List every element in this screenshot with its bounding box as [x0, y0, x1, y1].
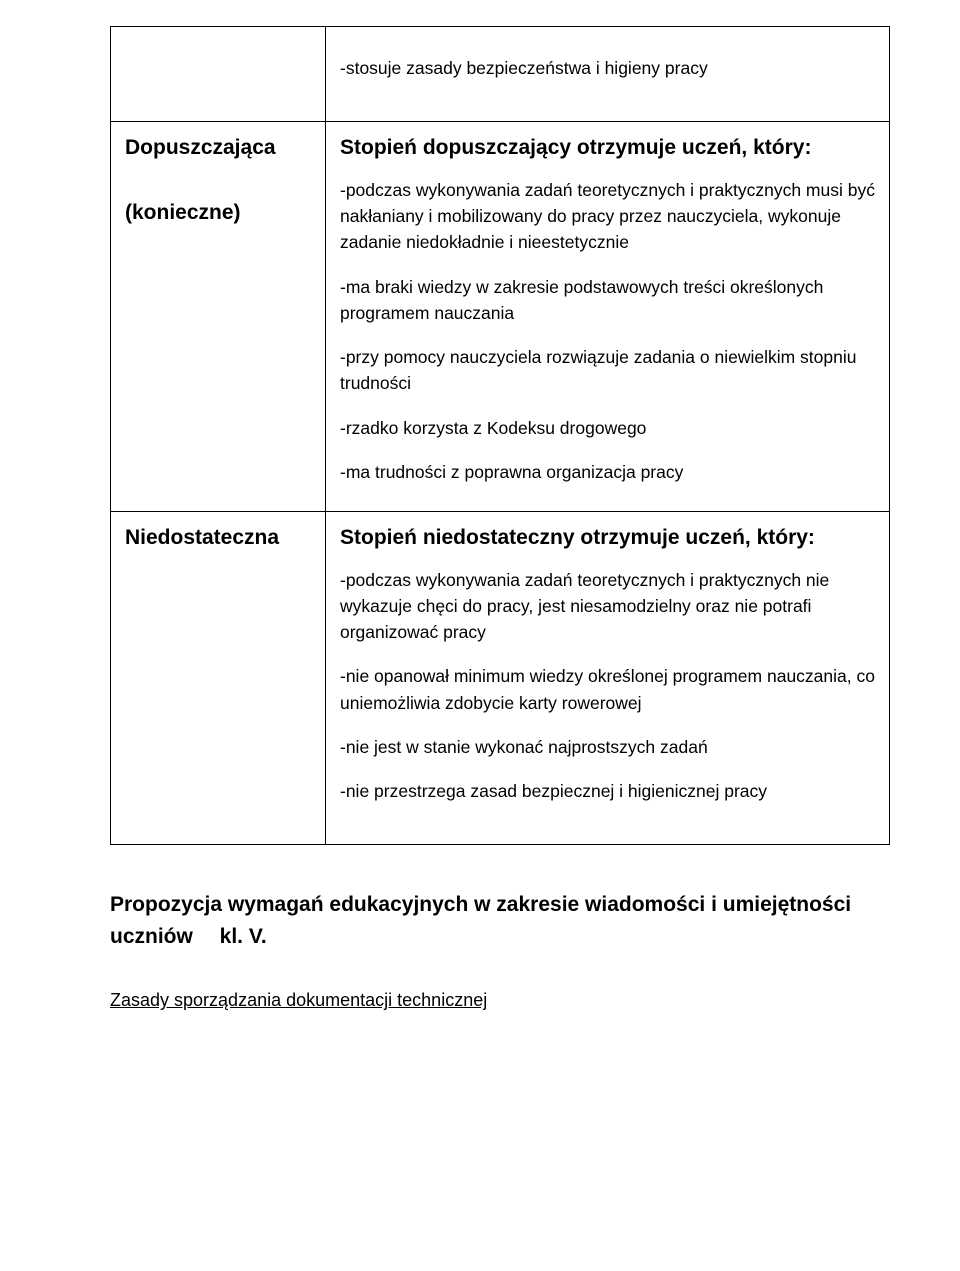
bullet-list: -podczas wykonywania zadań teoretycznych…	[340, 567, 875, 805]
grades-table: -stosuje zasady bezpieczeństwa i higieny…	[110, 26, 890, 845]
bullet-text: -nie przestrzega zasad bezpiecznej i hig…	[340, 778, 875, 804]
row-label-line: (konieczne)	[125, 201, 241, 224]
row-label-cell: Dopuszczająca (konieczne)	[111, 122, 326, 512]
subsection-heading: Zasady sporządzania dokumentacji technic…	[110, 990, 890, 1011]
bullet-text: -podczas wykonywania zadań teoretycznych…	[340, 177, 875, 256]
row-label-line: Niedostateczna	[125, 526, 279, 549]
row-content-cell: Stopień dopuszczający otrzymuje uczeń, k…	[326, 122, 890, 512]
bullet-text: -ma braki wiedzy w zakresie podstawowych…	[340, 274, 875, 327]
top-right-cell: -stosuje zasady bezpieczeństwa i higieny…	[326, 27, 890, 122]
grade-heading: Stopień niedostateczny otrzymuje uczeń, …	[340, 522, 875, 555]
grade-heading: Stopień dopuszczający otrzymuje uczeń, k…	[340, 132, 875, 165]
bullet-text: -stosuje zasady bezpieczeństwa i higieny…	[340, 55, 875, 81]
bullet-text: -rzadko korzysta z Kodeksu drogowego	[340, 415, 875, 441]
section-heading: Propozycja wymagań edukacyjnych w zakres…	[110, 889, 890, 952]
bullet-text: -podczas wykonywania zadań teoretycznych…	[340, 567, 875, 646]
row-content-cell: Stopień niedostateczny otrzymuje uczeń, …	[326, 512, 890, 845]
bullet-text: -przy pomocy nauczyciela rozwiązuje zada…	[340, 344, 875, 397]
top-left-cell	[111, 27, 326, 122]
bullet-text: -ma trudności z poprawna organizacja pra…	[340, 459, 875, 485]
row-label-line: Dopuszczająca	[125, 136, 276, 159]
row-label-cell: Niedostateczna	[111, 512, 326, 845]
bullet-text: -nie opanował minimum wiedzy określonej …	[340, 663, 875, 716]
bullet-list: -podczas wykonywania zadań teoretycznych…	[340, 177, 875, 485]
bullet-text: -nie jest w stanie wykonać najprostszych…	[340, 734, 875, 760]
